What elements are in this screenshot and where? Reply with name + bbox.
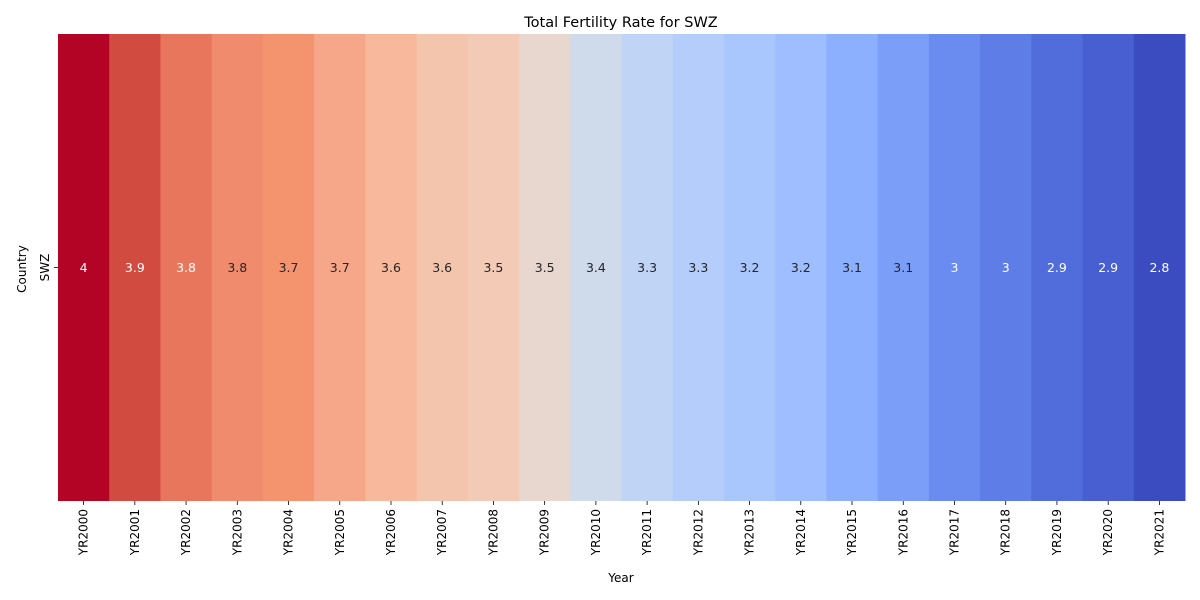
x-tick-label-yr2016: YR2016 [896,509,910,556]
cell-value-label: 3.3 [688,260,708,275]
x-tick-label-yr2018: YR2018 [999,509,1013,556]
cell-value-label: 3.3 [637,260,657,275]
heatmap-cell-yr2001 [109,34,161,501]
heatmap-cell-yr2014 [775,34,827,501]
cell-value-label: 3.8 [227,260,247,275]
heatmap-cell-yr2012 [672,34,725,501]
x-tick-label-yr2013: YR2013 [743,509,757,556]
x-tick-label-yr2019: YR2019 [1050,509,1064,556]
heatmap-cell-yr2011 [621,34,674,501]
cell-value-label: 3.5 [535,260,555,275]
heatmap-cell-yr2004 [262,34,315,501]
cell-value-label: 2.8 [1149,260,1169,275]
heatmap-cell-yr2002 [160,34,213,501]
x-tick-label-yr2005: YR2005 [333,509,347,556]
heatmap-cell-yr2020 [1082,34,1135,501]
cell-value-label: 3.4 [586,260,606,275]
x-tick-label-yr2014: YR2014 [794,509,808,556]
x-tick-label-yr2007: YR2007 [435,509,449,556]
x-tick-label-yr2010: YR2010 [589,509,603,556]
x-tick-label-yr2021: YR2021 [1152,509,1166,556]
heatmap-cell-yr2021 [1133,34,1186,501]
x-tick-label-yr2009: YR2009 [538,509,552,556]
cell-value-label: 2.9 [1098,260,1118,275]
cell-value-label: 3.9 [125,260,145,275]
cell-value-label: 3.1 [842,260,862,275]
heatmap-cell-yr2013 [723,34,776,501]
cell-value-label: 3.8 [176,260,196,275]
cell-value-label: 4 [80,260,88,275]
chart-title: Total Fertility Rate for SWZ [523,15,717,31]
x-tick-label-yr2015: YR2015 [845,509,859,556]
x-tick-label-yr2003: YR2003 [230,509,244,556]
heatmap-cell-yr2019 [1031,34,1084,501]
cell-value-label: 2.9 [1047,260,1067,275]
heatmap-cell-yr2007 [416,34,469,501]
cell-value-label: 3.2 [791,260,811,275]
x-tick-label-yr2008: YR2008 [486,509,500,556]
heatmap-cell-yr2018 [980,34,1032,501]
heatmap-cell-yr2006 [365,34,418,501]
x-tick-label-yr2012: YR2012 [691,509,705,556]
cell-value-label: 3.7 [330,260,350,275]
x-tick-label-yr2002: YR2002 [179,509,193,556]
heatmap-cell-yr2010 [570,34,622,501]
y-tick-label: SWZ [38,254,52,282]
x-tick-label-yr2017: YR2017 [947,509,961,556]
x-tick-label-yr2011: YR2011 [640,509,654,556]
cell-value-label: 3.6 [432,260,452,275]
x-axis-label: Year [607,571,633,585]
heatmap-cell-yr2008 [467,34,520,501]
y-axis-label: Country [15,245,29,293]
heatmap-cell-yr2003 [211,34,264,501]
cell-value-label: 3 [1002,260,1010,275]
x-tick-label-yr2020: YR2020 [1101,509,1115,556]
x-tick-label-yr2006: YR2006 [384,509,398,556]
cell-value-label: 3.6 [381,260,401,275]
heatmap-cell-yr2016 [877,34,930,501]
heatmap-cell-yr2015 [826,34,879,501]
heatmap-cell-yr2005 [314,34,366,501]
x-tick-label-yr2004: YR2004 [282,509,296,556]
x-tick-label-yr2000: YR2000 [77,509,91,556]
cell-value-label: 3.5 [483,260,503,275]
x-tick-label-yr2001: YR2001 [128,509,142,556]
heatmap-cell-yr2017 [928,34,981,501]
cell-value-label: 3 [951,260,959,275]
cell-value-label: 3.2 [740,260,760,275]
heatmap-cell-yr2009 [519,34,571,501]
cell-value-label: 3.1 [893,260,913,275]
cell-value-label: 3.7 [279,260,299,275]
heatmap-cell-yr2000 [58,34,110,501]
